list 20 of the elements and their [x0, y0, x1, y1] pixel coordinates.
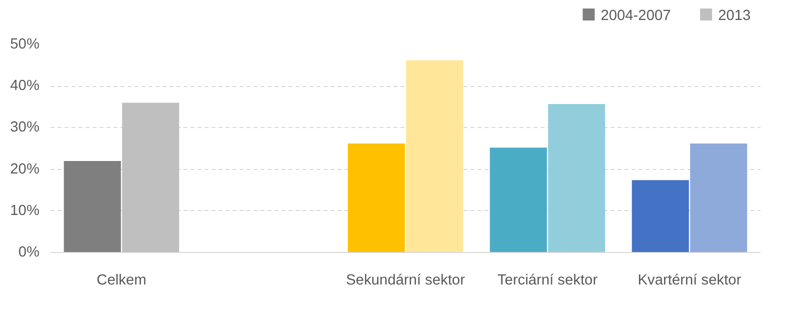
y-tick-label: 10%	[10, 202, 40, 219]
x-tick-label: Kvartérní sektor	[638, 272, 742, 288]
bar	[548, 104, 606, 252]
x-tick-label: Sekundární sektor	[346, 272, 466, 288]
x-tick-label: Celkem	[96, 272, 146, 288]
y-tick-label: 20%	[10, 161, 40, 178]
y-tick-label: 30%	[10, 120, 40, 136]
legend-label: 2004-2007	[600, 8, 671, 24]
bar	[690, 144, 748, 252]
bar	[64, 160, 121, 252]
y-tick-label: 0%	[18, 244, 40, 260]
bar	[122, 102, 180, 252]
bar	[406, 60, 464, 252]
bar	[348, 144, 405, 252]
bar	[490, 148, 547, 252]
y-tick-label: 50%	[10, 36, 40, 52]
x-tick-label: Terciární sektor	[497, 272, 598, 288]
legend-label: 2013	[718, 8, 751, 24]
bar	[632, 180, 689, 252]
y-tick-label: 40%	[10, 78, 40, 94]
